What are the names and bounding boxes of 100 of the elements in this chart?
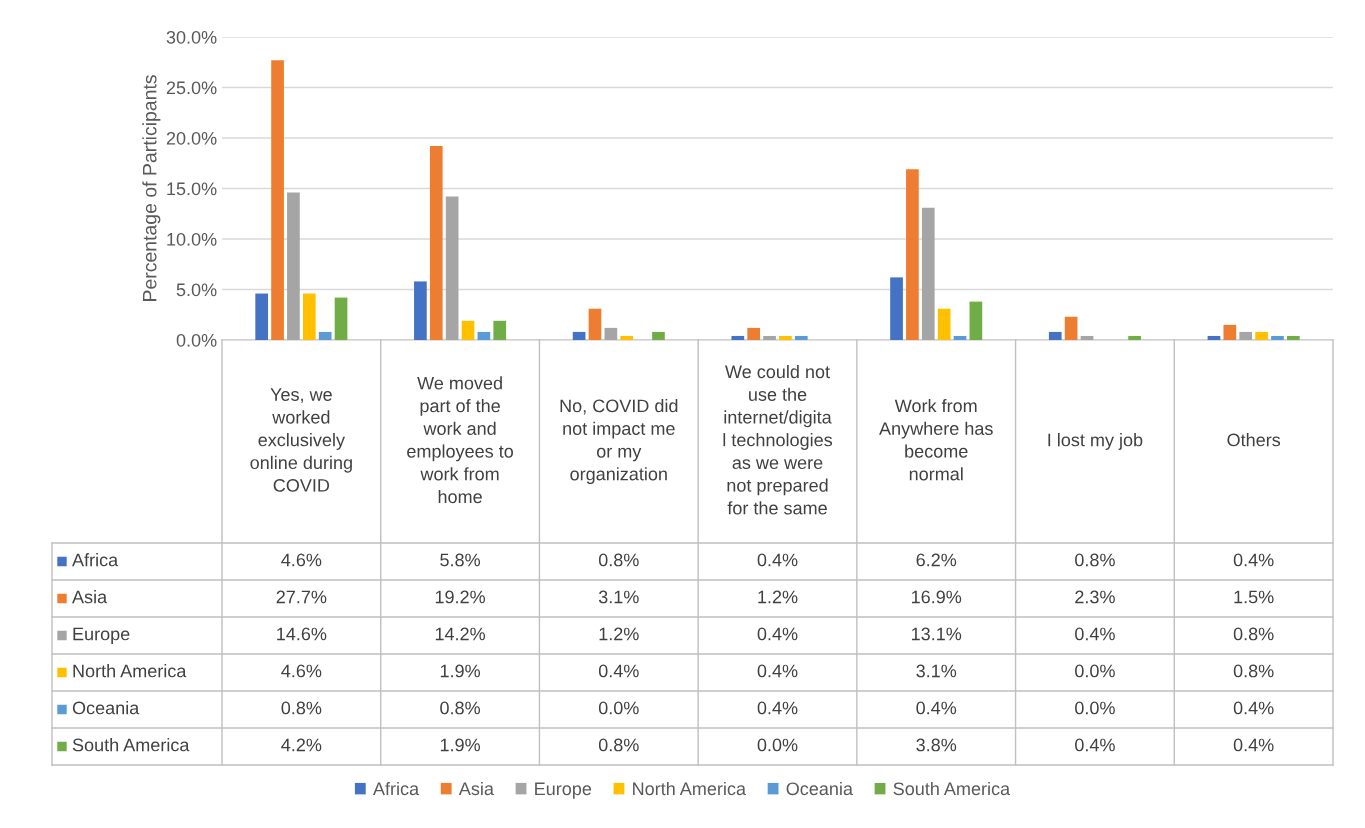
- bar: [334, 297, 348, 340]
- data-label: 0.0%: [1075, 701, 1115, 715]
- y-tick-label: 30.0%: [166, 30, 217, 44]
- data-label: 0.8%: [598, 553, 639, 567]
- bar: [652, 331, 665, 340]
- legend-label: North America: [73, 664, 187, 678]
- legend-label: Oceania: [72, 701, 140, 715]
- bar: [1207, 335, 1221, 340]
- data-label: 4.2%: [281, 738, 322, 752]
- data-label: 0.4%: [1233, 553, 1274, 567]
- data-label: 5.8%: [440, 553, 481, 567]
- legend-label: Asia: [72, 590, 108, 604]
- data-label: 0.0%: [757, 738, 798, 752]
- x-tick-label: Others: [1227, 433, 1281, 447]
- bar: [1255, 331, 1268, 340]
- legend-label: Europe: [73, 627, 130, 644]
- data-label: 1.2%: [599, 627, 639, 641]
- data-label: 4.6%: [281, 664, 322, 678]
- bar: [414, 281, 427, 340]
- bar: [255, 293, 269, 340]
- data-label: 0.0%: [1075, 664, 1115, 678]
- data-label: 0.8%: [1233, 664, 1274, 678]
- x-tick-label: Work from Anywhere has become normal: [879, 399, 993, 481]
- data-label: 0.4%: [1233, 738, 1274, 752]
- data-label: 16.9%: [911, 590, 962, 604]
- bar: [620, 335, 634, 340]
- data-label: 0.4%: [757, 664, 798, 678]
- bar: [1128, 335, 1141, 340]
- data-label: 0.0%: [598, 701, 639, 715]
- text: North America: [633, 781, 746, 796]
- data-label: 0.4%: [1075, 627, 1115, 641]
- data-label: 3.8%: [916, 738, 957, 752]
- data-label: 1.5%: [1234, 590, 1274, 604]
- bar: [794, 335, 808, 340]
- bar: [604, 327, 618, 340]
- data-label: 19.2%: [435, 590, 486, 604]
- data-label: 0.8%: [1075, 553, 1115, 567]
- bar: [572, 331, 586, 340]
- bar: [302, 293, 316, 340]
- bar: [1064, 316, 1078, 340]
- text: Europe: [535, 782, 592, 799]
- bar: [429, 146, 443, 340]
- data-label: 1.9%: [440, 664, 481, 678]
- bar: [493, 320, 507, 340]
- bar: [318, 331, 332, 340]
- data-label: 0.8%: [281, 701, 322, 715]
- bar: [287, 192, 300, 340]
- bar: [1239, 331, 1253, 340]
- data-label: 14.6%: [277, 627, 327, 641]
- x-tick-label: No, COVID did not impact me or my organization: [560, 399, 678, 484]
- bar: [1286, 335, 1300, 340]
- legend-label: South America: [72, 738, 190, 752]
- bar: [747, 327, 761, 340]
- data-label: 4.6%: [281, 553, 322, 567]
- data-label: 3.1%: [598, 590, 639, 604]
- data-label: 3.1%: [916, 664, 957, 678]
- data-label: 1.2%: [758, 590, 798, 604]
- bar: [271, 60, 284, 340]
- x-tick-label: We moved part of the work and employees to work from home: [407, 376, 514, 504]
- text: South America: [893, 781, 1011, 796]
- bar: [731, 335, 745, 340]
- data-label: 0.8%: [598, 738, 639, 752]
- data-label: 13.1%: [911, 627, 962, 641]
- data-label: 6.2%: [916, 553, 957, 567]
- data-label: 0.8%: [440, 701, 481, 715]
- data-label: 0.4%: [1233, 701, 1274, 715]
- data-label: 2.3%: [1075, 590, 1115, 604]
- y-tick-label: 25.0%: [166, 81, 217, 95]
- bar: [1223, 324, 1237, 340]
- bar: [779, 335, 792, 340]
- text: Africa: [372, 781, 420, 796]
- bar: [937, 308, 951, 340]
- y-tick-label: 5.0%: [176, 283, 217, 297]
- x-tick-label: I lost my job: [1048, 433, 1143, 450]
- data-label: 0.4%: [598, 664, 639, 678]
- data-label: 0.4%: [757, 627, 798, 641]
- data-label: 14.2%: [435, 627, 486, 641]
- y-tick-label: 10.0%: [167, 232, 217, 246]
- bar: [953, 335, 967, 340]
- y-axis-title: Percentage of Participants: [142, 75, 161, 301]
- bar: [921, 207, 935, 340]
- data-label: 0.4%: [1075, 738, 1115, 752]
- text: Asia: [458, 781, 494, 796]
- bar: [890, 277, 903, 340]
- bar: [1080, 335, 1094, 340]
- bar: [969, 301, 983, 340]
- bar: [1271, 335, 1284, 340]
- data-label: 1.9%: [440, 738, 481, 752]
- x-tick-label: We could not use the internet/digita l technologies as we were not prepared for the same: [723, 364, 833, 515]
- y-tick-label: 0.0%: [176, 333, 217, 347]
- x-tick-label: Yes, we worked exclusively online during COVID: [250, 388, 352, 492]
- data-label: 0.4%: [757, 553, 798, 567]
- bar: [461, 320, 475, 340]
- bar: [477, 331, 491, 340]
- y-tick-label: 20.0%: [166, 131, 217, 145]
- bar: [763, 335, 776, 340]
- bar: [906, 169, 919, 340]
- y-tick-label: 15.0%: [167, 182, 217, 196]
- data-label: 0.8%: [1233, 627, 1274, 641]
- bar: [588, 308, 602, 340]
